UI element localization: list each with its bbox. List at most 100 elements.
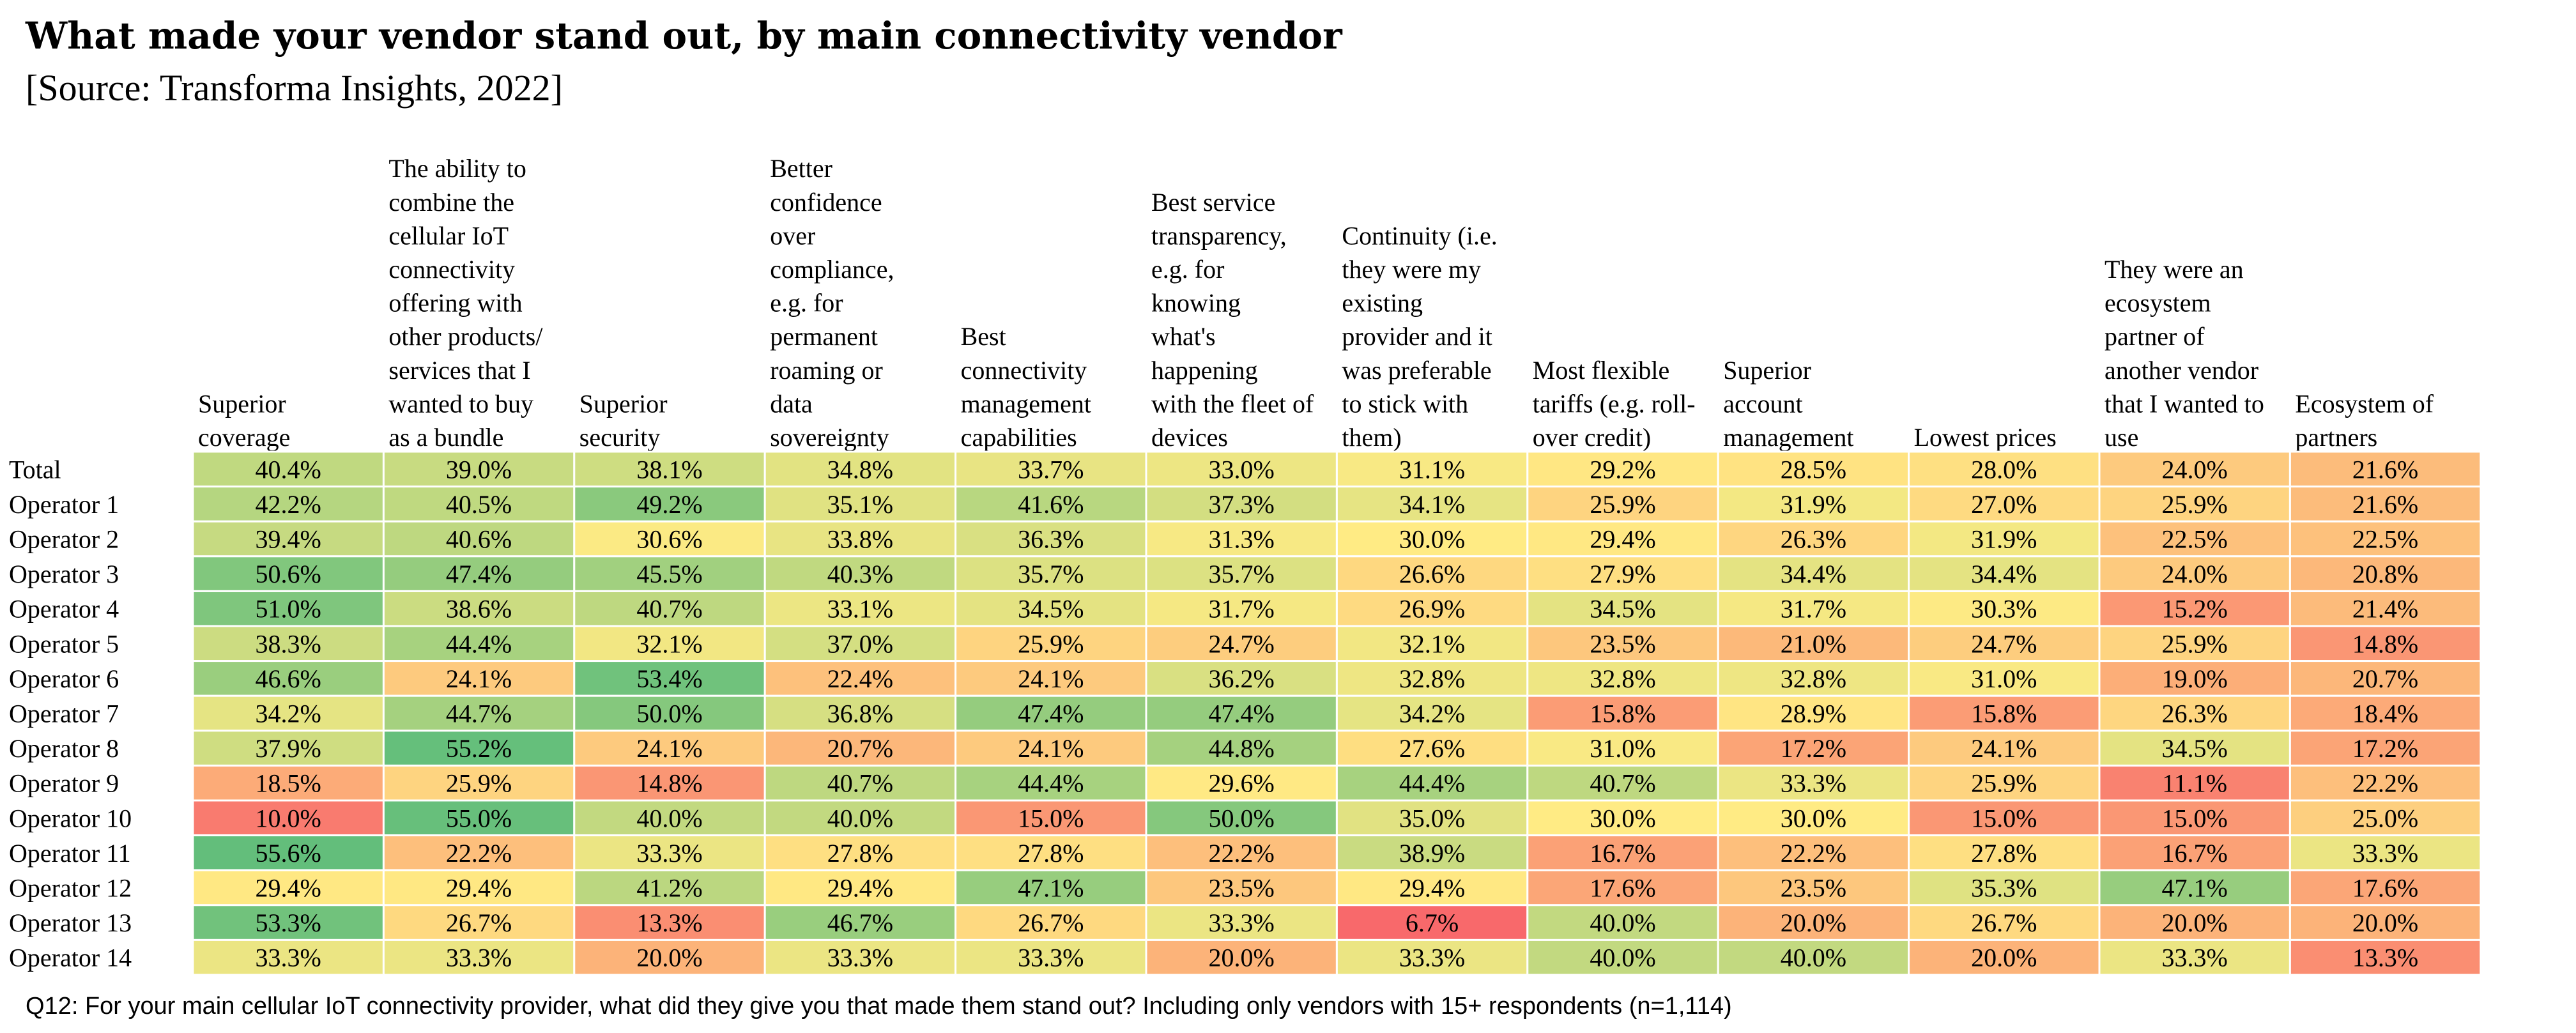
column-header-line: offering with	[388, 289, 522, 318]
column-header: They were an ecosystem partner of another v…	[2104, 255, 2264, 452]
cell-value-label: 24.1%	[1018, 734, 1084, 763]
heatmap-cell	[763, 590, 957, 627]
cell-value-label: 21.4%	[2352, 595, 2418, 624]
heatmap-cell	[573, 799, 766, 837]
column-header: Superior account management	[1723, 356, 1853, 452]
column-header-line: Continuity (i.e.	[1342, 221, 1497, 250]
heatmap-cell	[192, 869, 385, 907]
cell-value-label: 25.9%	[1018, 629, 1084, 658]
heatmap-cell	[192, 590, 385, 627]
cell-value-label: 20.0%	[636, 944, 702, 972]
heatmap-cell	[382, 486, 576, 523]
cell-value-label: 36.3%	[1018, 525, 1084, 554]
cell-value-label: 20.0%	[1209, 944, 1275, 972]
heatmap-cell	[1526, 938, 1719, 976]
column-header-line: them)	[1342, 423, 1401, 452]
cell-value-label: 27.8%	[1971, 839, 2037, 868]
heatmap-cell	[1526, 799, 1719, 837]
cell-value-label: 37.0%	[827, 629, 893, 658]
column-header-line: with the fleet of	[1151, 389, 1314, 418]
heatmap-cell	[763, 869, 957, 907]
column-header-line: connectivity	[961, 356, 1087, 385]
heatmap-cell	[1335, 660, 1529, 697]
column-header-line: management	[961, 389, 1091, 418]
cell-value-label: 23.5%	[1209, 874, 1275, 903]
heatmap-cell	[2098, 730, 2291, 767]
cell-value-label: 36.8%	[827, 700, 893, 728]
cell-value-label: 47.4%	[1209, 700, 1275, 728]
heatmap-cell	[1145, 555, 1338, 592]
column-header: Best connectivity management capabilities	[961, 322, 1091, 452]
cell-value-label: 34.5%	[1018, 595, 1084, 624]
column-header-line: security	[579, 423, 661, 452]
column-header-line: cellular IoT	[388, 221, 509, 250]
heatmap-cell	[573, 730, 766, 767]
cell-value-label: 6.7%	[1406, 908, 1459, 937]
cell-value-label: 18.5%	[256, 769, 321, 798]
cell-value-label: 47.1%	[1018, 874, 1084, 903]
cell-value-label: 40.0%	[1781, 944, 1846, 972]
column-header-line: e.g. for	[770, 289, 843, 318]
cell-value-label: 30.0%	[1590, 804, 1655, 832]
heatmap-cell	[192, 625, 385, 662]
column-header-line: capabilities	[961, 423, 1077, 452]
cell-value-label: 22.2%	[2352, 769, 2418, 798]
cell-value-label: 24.1%	[636, 734, 702, 763]
column-header-line: Superior	[579, 389, 668, 418]
cell-value-label: 14.8%	[636, 769, 702, 798]
cell-value-label: 26.7%	[1018, 908, 1084, 937]
heatmap-cell	[573, 625, 766, 662]
cell-value-label: 55.2%	[446, 734, 512, 763]
column-header-line: tariffs (e.g. roll-	[1533, 389, 1696, 418]
cell-value-label: 25.9%	[446, 769, 512, 798]
cell-value-label: 20.0%	[1971, 944, 2037, 972]
column-header-line: Lowest prices	[1914, 423, 2057, 452]
cell-value-label: 16.7%	[2162, 839, 2228, 868]
cell-value-label: 33.3%	[446, 944, 512, 972]
cell-value-label: 24.0%	[2162, 560, 2228, 588]
cell-value-label: 28.9%	[1781, 700, 1846, 728]
cell-value-label: 38.6%	[446, 595, 512, 624]
cell-value-label: 35.0%	[1399, 804, 1465, 832]
cell-value-label: 19.0%	[2162, 664, 2228, 693]
heatmap-cell	[1145, 450, 1338, 488]
cell-value-label: 21.6%	[2352, 455, 2418, 484]
column-header: Most flexible tariffs (e.g. roll-over cre…	[1533, 356, 1696, 452]
cell-value-label: 33.3%	[1399, 944, 1465, 972]
cell-value-label: 29.4%	[256, 874, 321, 903]
cell-value-label: 34.1%	[1399, 490, 1465, 519]
cell-value-label: 15.8%	[1971, 700, 2037, 728]
heatmap-cell	[2098, 904, 2291, 941]
cell-value-label: 13.3%	[636, 908, 702, 937]
cell-value-label: 23.5%	[1590, 629, 1655, 658]
heatmap-cell	[2288, 450, 2482, 488]
cell-value-label: 34.5%	[1590, 595, 1655, 624]
cell-value-label: 31.0%	[1971, 664, 2037, 693]
cell-value-label: 44.8%	[1209, 734, 1275, 763]
heatmap-cell	[382, 660, 576, 697]
column-header-line: permanent	[770, 322, 878, 351]
row-label: Operator 5	[9, 629, 119, 658]
heatmap-cell	[2288, 625, 2482, 662]
column-header-line: as a bundle	[388, 423, 503, 452]
chart-title: What made your vendor stand out, by main…	[26, 14, 1342, 57]
cell-value-label: 22.4%	[827, 664, 893, 693]
cell-value-label: 40.6%	[446, 525, 512, 554]
cell-value-label: 21.0%	[1781, 629, 1846, 658]
column-header-line: happening	[1151, 356, 1258, 385]
cell-value-label: 34.4%	[1781, 560, 1846, 588]
heatmap-cell	[763, 520, 957, 558]
cell-value-label: 22.2%	[1209, 839, 1275, 868]
heatmap-cell	[2098, 799, 2291, 837]
cell-value-label: 33.1%	[827, 595, 893, 624]
column-header-line: provider and it	[1342, 322, 1492, 351]
column-header-line: another vendor	[2104, 356, 2258, 385]
cell-value-label: 31.0%	[1590, 734, 1655, 763]
cell-value-label: 39.0%	[446, 455, 512, 484]
heatmap-cell	[1335, 590, 1529, 627]
cell-value-label: 40.5%	[446, 490, 512, 519]
heatmap-cell	[763, 694, 957, 732]
heatmap-cell	[763, 938, 957, 976]
cell-value-label: 15.0%	[2162, 804, 2228, 832]
